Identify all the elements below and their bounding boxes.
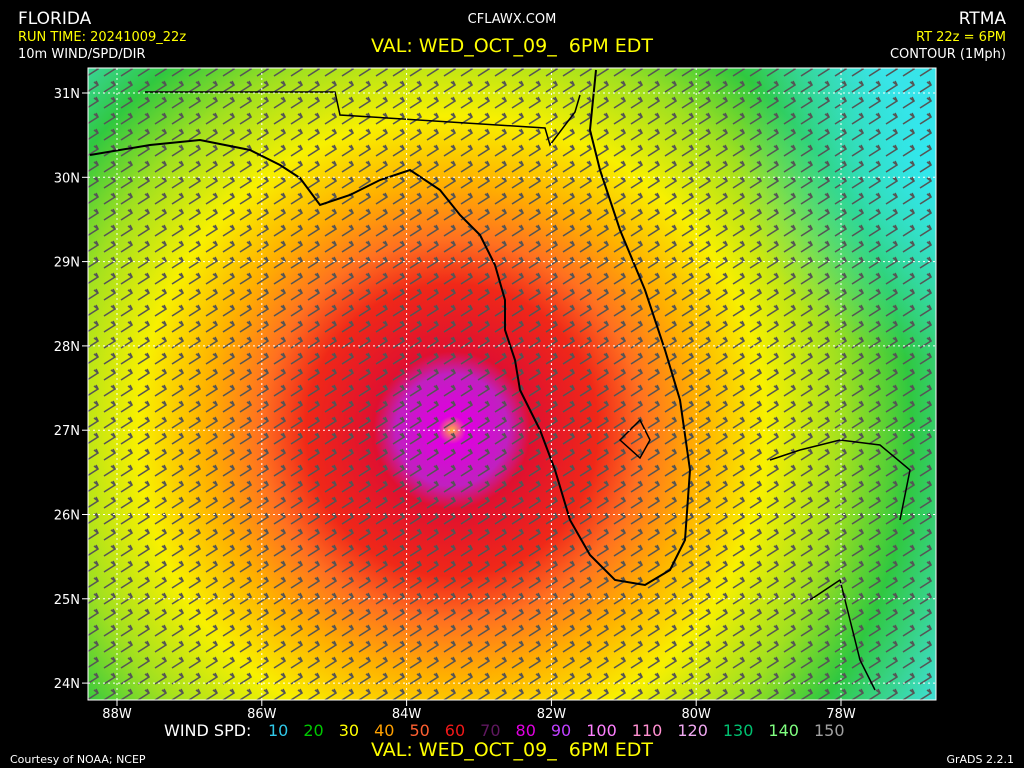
legend-label: WIND SPD:	[164, 721, 251, 740]
graticule: 31N 30N 29N 28N 27N 26N 25N 24N 88W 86W 84W 82W 80W 7…	[54, 68, 936, 722]
legend-item: 120	[677, 721, 708, 740]
model-name: RTMA	[959, 9, 1007, 29]
legend-item: 40	[374, 721, 394, 740]
legend: WIND SPD: 10 20 30 40 50 60 70 80 90 100 110 120 130…	[164, 721, 845, 740]
software: GrADS 2.2.1	[946, 753, 1014, 766]
valid-time: VAL: WED_OCT_09_ 6PM EDT	[371, 35, 653, 57]
legend-item: 150	[814, 721, 845, 740]
legend-item: 140	[768, 721, 799, 740]
valid-time-footer: VAL: WED_OCT_09_ 6PM EDT	[371, 739, 653, 761]
lat-label: 28N	[54, 340, 80, 355]
legend-item: 90	[551, 721, 571, 740]
legend-item: 30	[339, 721, 359, 740]
site-name: CFLAWX.COM	[468, 12, 557, 27]
lon-label: 80W	[681, 707, 711, 722]
contour-info: CONTOUR (1Mph)	[890, 47, 1006, 62]
lat-label: 25N	[54, 593, 80, 608]
lon-label: 78W	[826, 707, 856, 722]
legend-item: 60	[445, 721, 465, 740]
lat-label: 31N	[54, 87, 80, 102]
lat-label: 29N	[54, 256, 80, 271]
field-name: 10m WIND/SPD/DIR	[18, 47, 146, 62]
legend-item: 10	[268, 721, 288, 740]
legend-item: 70	[480, 721, 500, 740]
lat-label: 27N	[54, 424, 80, 439]
legend-item: 100	[586, 721, 617, 740]
map-frame	[87, 67, 937, 701]
credit: Courtesy of NOAA; NCEP	[10, 753, 146, 766]
lon-label: 86W	[247, 707, 277, 722]
legend-item: 50	[409, 721, 429, 740]
lat-label: 26N	[54, 509, 80, 524]
legend-item: 110	[632, 721, 663, 740]
legend-item: 130	[723, 721, 754, 740]
lat-label: 24N	[54, 677, 80, 692]
lat-label: 30N	[54, 171, 80, 186]
legend-item: 80	[516, 721, 536, 740]
legend-item: 20	[303, 721, 323, 740]
lon-label: 84W	[392, 707, 422, 722]
run-time: RUN TIME: 20241009_22z	[18, 30, 186, 45]
region-title: FLORIDA	[18, 9, 92, 29]
map-field	[88, 68, 936, 700]
run-offset: RT 22z = 6PM	[916, 30, 1006, 45]
lon-label: 82W	[537, 707, 567, 722]
lon-label: 88W	[102, 707, 132, 722]
